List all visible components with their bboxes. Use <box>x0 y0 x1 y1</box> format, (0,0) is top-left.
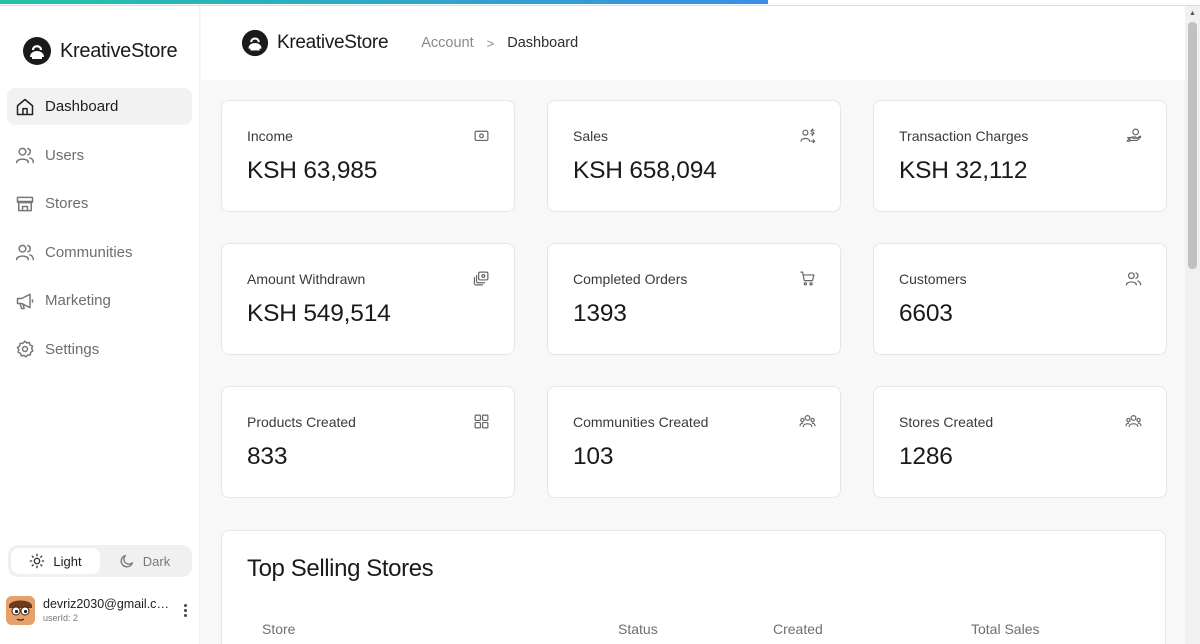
breadcrumb-separator: > <box>486 35 495 51</box>
stat-card-income: Income KSH 63,985 <box>221 100 515 212</box>
sidebar-item-label: Users <box>45 146 85 164</box>
avatar-face-icon <box>6 595 35 625</box>
stat-value: KSH 63,985 <box>247 157 378 184</box>
sidebar-item-label: Communities <box>45 243 133 261</box>
home-icon <box>16 98 34 115</box>
stat-card-products-created: Products Created 833 <box>221 386 515 498</box>
sun-icon <box>30 553 45 569</box>
more-vertical-icon <box>183 603 187 607</box>
sidebar-item-settings[interactable]: Settings <box>7 331 192 368</box>
cart-icon <box>799 270 816 287</box>
scrollbar-thumb[interactable] <box>1188 22 1197 269</box>
page-loading-bar-fill <box>0 0 768 4</box>
grid-icon <box>473 413 490 430</box>
sidebar-brand[interactable]: KreativeStore <box>22 36 178 66</box>
stat-label: Products Created <box>247 414 356 430</box>
brand-logo-icon[interactable] <box>241 29 269 57</box>
stat-label: Stores Created <box>899 414 994 430</box>
user-info: devriz2030@gmail.co... userId: 2 <box>43 597 171 623</box>
theme-toggle: Light Dark <box>8 545 192 577</box>
theme-dark-button[interactable]: Dark <box>100 548 189 574</box>
stat-card-sales: Sales KSH 658,094 <box>547 100 841 212</box>
sidebar-item-marketing[interactable]: Marketing <box>7 282 192 319</box>
store-icon <box>16 196 34 211</box>
stat-label: Completed Orders <box>573 271 688 287</box>
users-icon <box>15 147 35 164</box>
column-header-status[interactable]: Status <box>618 621 658 637</box>
sidebar-nav: Dashboard Users Stores Communities Marke… <box>7 88 192 379</box>
breadcrumb: Account > Dashboard <box>421 35 578 51</box>
stat-label: Customers <box>899 271 967 287</box>
more-vertical-icon-dot <box>183 608 187 612</box>
breadcrumb-account-link[interactable]: Account <box>421 35 474 51</box>
stat-card-completed-orders: Completed Orders 1393 <box>547 243 841 355</box>
theme-light-label: Light <box>53 553 82 569</box>
sidebar-item-dashboard[interactable]: Dashboard <box>7 88 192 125</box>
stat-value: 833 <box>247 443 288 470</box>
stat-card-communities-created: Communities Created 103 <box>547 386 841 498</box>
theme-dark-label: Dark <box>142 553 171 569</box>
sidebar-item-stores[interactable]: Stores <box>7 185 192 222</box>
top-selling-stores-title: Top Selling Stores <box>247 555 434 582</box>
sidebar-item-label: Dashboard <box>45 98 119 115</box>
user-dollar-icon <box>799 127 816 144</box>
stat-label: Amount Withdrawn <box>247 271 366 287</box>
more-vertical-icon-dot <box>183 613 187 617</box>
stat-value: 1393 <box>573 300 627 327</box>
stat-card-stores-created: Stores Created 1286 <box>873 386 1167 498</box>
sidebar-item-users[interactable]: Users <box>7 137 192 174</box>
user-profile[interactable]: devriz2030@gmail.co... userId: 2 <box>6 593 196 627</box>
top-selling-stores-card: Top Selling Stores Store Status Created … <box>221 530 1166 644</box>
sidebar-item-communities[interactable]: Communities <box>7 234 192 271</box>
top-bar: KreativeStore Account > Dashboard <box>201 6 1185 80</box>
community-icon <box>799 413 816 430</box>
customers-icon <box>1125 270 1142 287</box>
scroll-up-arrow-icon[interactable]: ▲ <box>1189 9 1196 17</box>
column-header-total-sales[interactable]: Total Sales <box>971 621 1040 637</box>
hand-coin-icon <box>1125 127 1142 144</box>
stat-card-amount-withdrawn: Amount Withdrawn KSH 549,514 <box>221 243 515 355</box>
avatar[interactable] <box>6 595 35 625</box>
stat-value: 1286 <box>899 443 953 470</box>
cash-icon <box>473 127 490 144</box>
users-icon <box>15 244 35 261</box>
sidebar-item-label: Marketing <box>45 292 111 309</box>
community-icon <box>1125 413 1142 430</box>
page-scrollbar[interactable]: ▲ <box>1185 6 1200 644</box>
user-menu-button[interactable] <box>179 600 191 620</box>
stat-label: Sales <box>573 128 609 144</box>
sidebar-item-label: Settings <box>45 340 100 358</box>
theme-light-button[interactable]: Light <box>11 548 100 574</box>
column-header-created[interactable]: Created <box>773 621 823 637</box>
stat-label: Transaction Charges <box>899 128 1029 144</box>
column-header-store[interactable]: Store <box>262 621 296 637</box>
stat-value: KSH 549,514 <box>247 300 391 327</box>
stat-card-transaction-charges: Transaction Charges KSH 32,112 <box>873 100 1167 212</box>
header-brand-name: KreativeStore <box>277 32 389 53</box>
user-id: userId: 2 <box>43 613 79 623</box>
stat-value: KSH 32,112 <box>899 157 1028 184</box>
stat-value: 6603 <box>899 300 953 327</box>
sidebar-brand-name: KreativeStore <box>60 39 178 62</box>
user-email: devriz2030@gmail.co... <box>43 597 171 611</box>
stacked-cards-icon <box>473 270 490 287</box>
page-loading-bar <box>0 0 1200 6</box>
stat-card-customers: Customers 6603 <box>873 243 1167 355</box>
moon-icon <box>120 555 133 568</box>
stat-label: Communities Created <box>573 414 709 430</box>
breadcrumb-current: Dashboard <box>507 35 579 51</box>
stat-value: 103 <box>573 443 614 470</box>
sidebar-item-label: Stores <box>45 195 89 212</box>
stat-label: Income <box>247 128 293 144</box>
stat-value: KSH 658,094 <box>573 157 717 184</box>
brand-logo-icon <box>23 37 51 65</box>
sidebar: KreativeStore Dashboard Users Stores Com… <box>0 0 200 644</box>
gear-icon <box>16 340 34 358</box>
megaphone-icon <box>16 293 34 309</box>
